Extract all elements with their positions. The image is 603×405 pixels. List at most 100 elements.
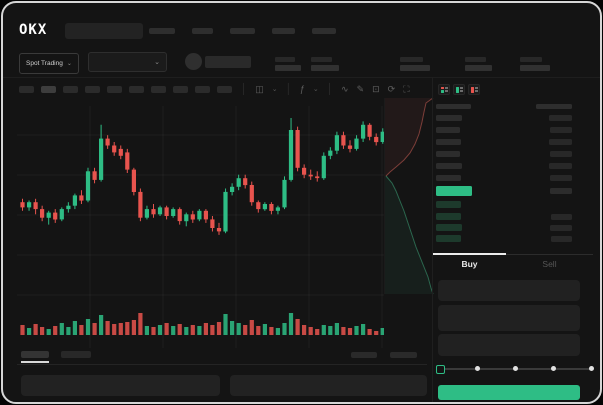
stat-label-skeleton	[275, 57, 295, 62]
timeframe-button[interactable]	[41, 86, 56, 93]
pair-selector[interactable]: ⌄	[88, 52, 167, 72]
depth-chart[interactable]	[384, 97, 434, 295]
bottom-toolbar-item[interactable]	[390, 352, 417, 358]
slider-stop-dot[interactable]	[475, 366, 481, 371]
ask-price-skeleton[interactable]	[436, 115, 462, 121]
timeframe-button[interactable]	[151, 86, 166, 93]
divider	[506, 253, 593, 255]
chart-bottom-tab-active[interactable]	[21, 351, 49, 358]
timeframe-button[interactable]	[19, 86, 34, 93]
chevron-down-icon[interactable]: ⌄	[271, 86, 278, 93]
reset-icon[interactable]: ⟳	[387, 83, 396, 94]
coin-avatar	[185, 53, 202, 70]
stat-label-skeleton	[465, 57, 486, 62]
stat-value-skeleton	[465, 65, 492, 71]
toolbar-divider: │	[285, 83, 292, 95]
tab-buy[interactable]: Buy	[461, 259, 478, 269]
ask-price-skeleton[interactable]	[436, 127, 460, 133]
amount-input[interactable]	[438, 334, 580, 356]
bid-price-skeleton[interactable]	[436, 201, 461, 208]
ticker-stats	[275, 55, 565, 75]
slider-stop-dot[interactable]	[550, 366, 556, 371]
bid-price-skeleton[interactable]	[436, 224, 462, 231]
orderbook-combined-view-icon[interactable]	[438, 84, 450, 95]
nav-item-skeleton[interactable]	[192, 28, 213, 34]
toolbar-divider: │	[326, 83, 334, 95]
orderbook-header-skeleton	[436, 104, 471, 109]
last-price-amount-skeleton	[550, 188, 572, 194]
bid-amount-skeleton	[551, 236, 572, 242]
market-type-selector[interactable]: Spot Trading ⌄	[19, 53, 79, 74]
chart-tools: │ ◫ ⌄ │ ƒ ⌄ │ ∿ ✎ ⊡ ⟳ ⛶	[241, 83, 410, 95]
ask-price-skeleton[interactable]	[436, 139, 461, 145]
toolbar-divider: │	[241, 83, 248, 95]
ask-amount-skeleton	[549, 115, 572, 121]
timeframe-button[interactable]	[107, 86, 122, 93]
chart-bottom-tab[interactable]	[61, 351, 91, 358]
divider	[432, 77, 433, 402]
chart-style-icon[interactable]: ◫	[255, 83, 264, 94]
search-bar[interactable]	[65, 23, 143, 39]
candlestick-chart[interactable]	[17, 98, 384, 350]
last-price-bar[interactable]	[436, 186, 472, 196]
nav-item-skeleton[interactable]	[312, 28, 336, 34]
timeframe-button[interactable]	[195, 86, 210, 93]
ask-amount-skeleton	[549, 163, 572, 169]
nav-item-skeleton[interactable]	[149, 28, 175, 34]
bid-price-skeleton[interactable]	[436, 213, 461, 220]
stat-value-skeleton	[400, 65, 430, 71]
bottom-panel-skeleton	[21, 375, 220, 396]
nav-item-skeleton[interactable]	[272, 28, 295, 34]
timeframe-button[interactable]	[217, 86, 232, 93]
stat-value-skeleton	[311, 65, 339, 71]
nav-item-skeleton[interactable]	[230, 28, 255, 34]
chevron-down-icon: ⌄	[154, 59, 160, 66]
orderbook-asks-view-icon[interactable]	[468, 84, 480, 95]
price-input[interactable]	[438, 305, 580, 331]
last-price-skeleton	[205, 56, 251, 68]
orderbook-bids-view-icon[interactable]	[453, 84, 465, 95]
stat-label-skeleton	[311, 57, 332, 62]
order-type-field[interactable]	[438, 280, 580, 301]
divider	[17, 364, 427, 365]
divider	[3, 77, 600, 78]
fullscreen-icon[interactable]: ⛶	[403, 83, 410, 94]
timeframe-bar	[19, 86, 232, 93]
indicators-icon[interactable]: ƒ	[299, 84, 305, 94]
screenshot-icon[interactable]: ⊡	[372, 83, 380, 94]
slider-stop-dot[interactable]	[513, 366, 518, 371]
orderbook-header-skeleton	[536, 104, 572, 109]
timeframe-button[interactable]	[63, 86, 78, 93]
chevron-down-icon[interactable]: ⌄	[312, 86, 319, 93]
ask-amount-skeleton	[550, 127, 572, 133]
stat-label-skeleton	[400, 57, 423, 62]
tab-sell[interactable]: Sell	[542, 259, 557, 269]
bottom-toolbar-item[interactable]	[351, 352, 377, 358]
ask-price-skeleton[interactable]	[436, 163, 462, 169]
line-tool-icon[interactable]: ∿	[341, 83, 349, 94]
ask-price-skeleton[interactable]	[436, 151, 460, 157]
bid-amount-skeleton	[550, 225, 572, 231]
stat-value-skeleton	[520, 65, 550, 71]
ask-amount-skeleton	[550, 175, 572, 181]
chevron-down-icon: ⌄	[66, 61, 72, 67]
okx-logo[interactable]: OKX	[19, 22, 48, 38]
bid-price-skeleton[interactable]	[436, 235, 461, 242]
ask-amount-skeleton	[549, 139, 572, 145]
buy-submit-button[interactable]	[438, 385, 580, 400]
market-type-label: Spot Trading	[26, 60, 63, 67]
slider-handle[interactable]	[436, 364, 445, 374]
depth-chart-svg	[385, 97, 434, 295]
active-tab-indicator	[21, 361, 49, 363]
bottom-panel-skeleton	[230, 375, 427, 396]
ask-price-skeleton[interactable]	[436, 175, 461, 181]
timeframe-button[interactable]	[85, 86, 100, 93]
slider-stop-dot[interactable]	[588, 366, 594, 371]
buy-tab-indicator	[433, 253, 506, 255]
timeframe-button[interactable]	[129, 86, 144, 93]
ask-amount-skeleton	[550, 151, 572, 157]
draw-icon[interactable]: ✎	[356, 83, 365, 94]
timeframe-button[interactable]	[173, 86, 188, 93]
bid-amount-skeleton	[551, 214, 572, 220]
